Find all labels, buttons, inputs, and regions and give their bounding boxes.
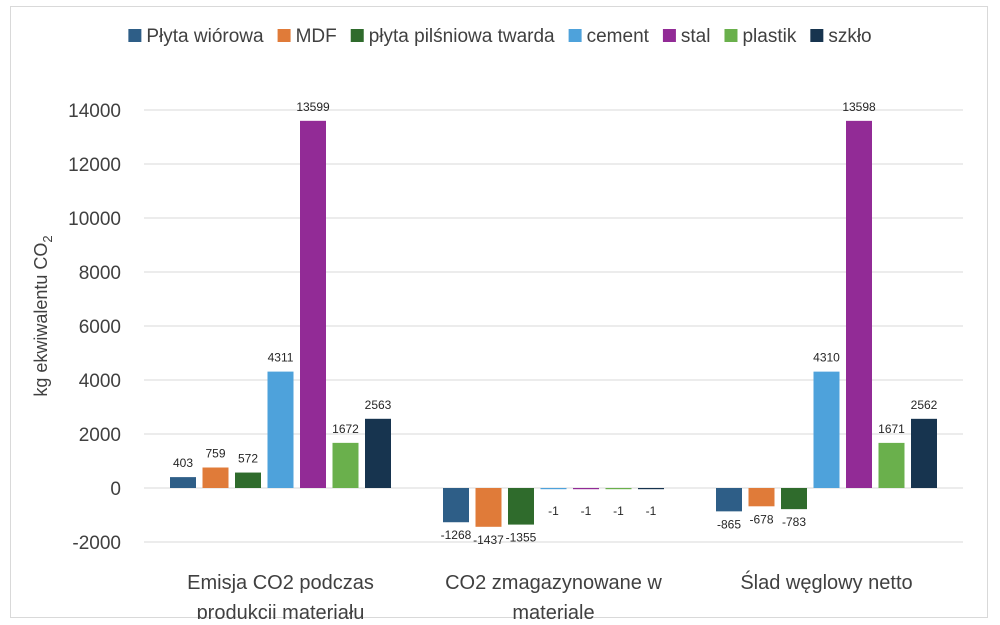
y-tick-label: 4000 — [79, 371, 121, 392]
bar — [475, 488, 502, 527]
bar — [716, 488, 742, 512]
data-label: -1 — [613, 504, 624, 518]
y-axis-title: kg ekwiwalentu CO2 — [31, 235, 55, 396]
bar — [813, 371, 840, 488]
bar — [443, 488, 469, 523]
data-label: -1268 — [441, 528, 472, 542]
legend-swatch — [568, 29, 582, 42]
category-label: Ślad węglowy netto — [740, 570, 912, 594]
data-label: 403 — [173, 456, 193, 470]
y-tick-label: 8000 — [79, 263, 121, 284]
legend-label: Płyta wiórowa — [146, 26, 264, 47]
legend-swatch — [128, 29, 142, 42]
chart-frame: -2000 0 2000 4000 6000 8000 10000 12000 14000 40… — [10, 6, 988, 619]
legend-swatch — [724, 29, 738, 42]
legend-swatch — [350, 29, 364, 42]
data-label: -783 — [782, 515, 806, 529]
bar — [878, 442, 905, 488]
x-axis: Emisja CO2 podczas produkcji materiału CO2… — [187, 570, 913, 619]
data-label: -678 — [749, 512, 773, 526]
data-label: 2563 — [365, 398, 392, 412]
gridlines — [144, 109, 963, 543]
data-label: 2562 — [911, 398, 938, 412]
bar — [638, 488, 664, 490]
data-labels: 403 759 572 4311 13599 1672 2563 -1268 -1437 -135… — [173, 100, 938, 547]
y-axis-title-main: kg ekwiwalentu CO — [31, 243, 51, 397]
data-label: -1355 — [506, 531, 537, 545]
data-label: 4311 — [268, 351, 294, 365]
legend-label: MDF — [296, 26, 337, 47]
bar — [300, 120, 326, 489]
y-tick-label: 10000 — [68, 209, 121, 230]
data-label: 13599 — [296, 100, 330, 114]
bar — [332, 442, 359, 488]
bar — [781, 488, 807, 510]
legend: Płyta wiórowa MDF płyta pilśniowa twarda ce… — [128, 26, 872, 47]
legend-label: cement — [587, 26, 650, 47]
category-label: Emisja CO2 podczas — [187, 572, 374, 594]
bar — [605, 488, 632, 490]
legend-swatch — [810, 29, 824, 42]
legend-label: szkło — [828, 26, 871, 47]
y-axis-title-subscript: 2 — [40, 235, 55, 242]
bars — [170, 120, 937, 527]
legend-label: płyta pilśniowa twarda — [369, 26, 555, 47]
bar — [202, 467, 229, 488]
bar — [235, 472, 261, 488]
y-tick-label: -2000 — [72, 533, 121, 554]
category-label: materiale — [512, 602, 594, 619]
category-label: produkcji materiału — [197, 602, 365, 619]
y-tick-label: 2000 — [79, 425, 121, 446]
y-axis: -2000 0 2000 4000 6000 8000 10000 12000 14000 — [68, 101, 121, 554]
bar — [267, 371, 294, 488]
y-tick-label: 6000 — [79, 317, 121, 338]
data-label: 4310 — [813, 351, 840, 365]
data-label: -1 — [548, 504, 559, 518]
data-label: 1671 — [878, 422, 905, 436]
data-label: 572 — [238, 452, 258, 466]
data-label: -1437 — [473, 533, 504, 547]
bar — [170, 477, 196, 488]
bar — [846, 120, 872, 488]
bar — [748, 488, 775, 507]
bar — [911, 418, 937, 488]
legend-label: plastik — [742, 26, 796, 47]
data-label: 759 — [205, 447, 225, 461]
y-tick-label: 0 — [110, 479, 121, 500]
y-tick-label: 14000 — [68, 101, 121, 122]
legend-label: stal — [681, 26, 711, 47]
legend-swatch — [277, 29, 291, 42]
y-tick-label: 12000 — [68, 155, 121, 176]
data-label: -1 — [581, 504, 592, 518]
data-label: 13598 — [842, 100, 876, 114]
data-label: -1 — [646, 504, 657, 518]
bar — [508, 488, 534, 525]
bar — [540, 488, 567, 490]
category-label: CO2 zmagazynowane w — [445, 572, 662, 594]
data-label: 1672 — [332, 422, 359, 436]
bar-chart: -2000 0 2000 4000 6000 8000 10000 12000 14000 40… — [31, 26, 963, 619]
bar — [365, 418, 391, 488]
data-label: -865 — [717, 517, 741, 531]
legend-swatch — [662, 29, 676, 42]
bar — [573, 488, 599, 490]
